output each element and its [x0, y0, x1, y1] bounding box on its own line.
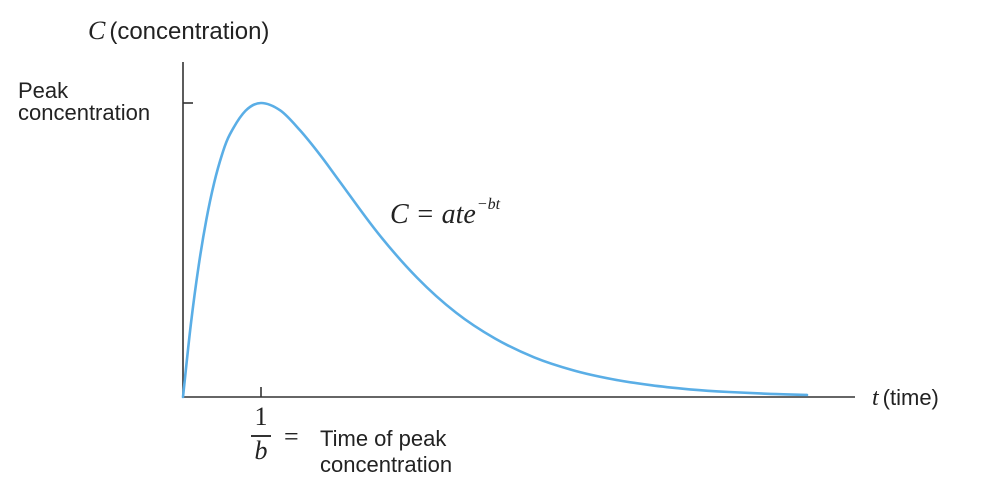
fraction-bar — [251, 435, 271, 437]
y-tick-label-line2: concentration — [18, 100, 151, 125]
formula-exponent: −bt — [476, 196, 501, 213]
y-axis-text: (concentration) — [109, 18, 270, 45]
x-axis-text: (time) — [882, 385, 939, 410]
curve-formula: C = ate−bt — [390, 196, 500, 231]
fraction-denominator: b — [254, 436, 268, 465]
concentration-curve — [181, 101, 809, 399]
formula-main: C = ate — [390, 199, 476, 230]
y-tick-label-line1: Peak — [18, 78, 69, 103]
fraction-numerator: 1 — [254, 402, 268, 431]
x-axis-variable: t — [872, 385, 879, 411]
y-tick-label-peak: Peak concentration — [18, 80, 150, 124]
peak-time-description: Time of peak concentration — [320, 426, 453, 477]
y-axis-title: C (concentration) — [88, 16, 269, 46]
y-axis-variable: C — [88, 16, 106, 45]
equals-sign: = — [284, 422, 299, 451]
x-axis-title: t (time) — [872, 385, 939, 412]
